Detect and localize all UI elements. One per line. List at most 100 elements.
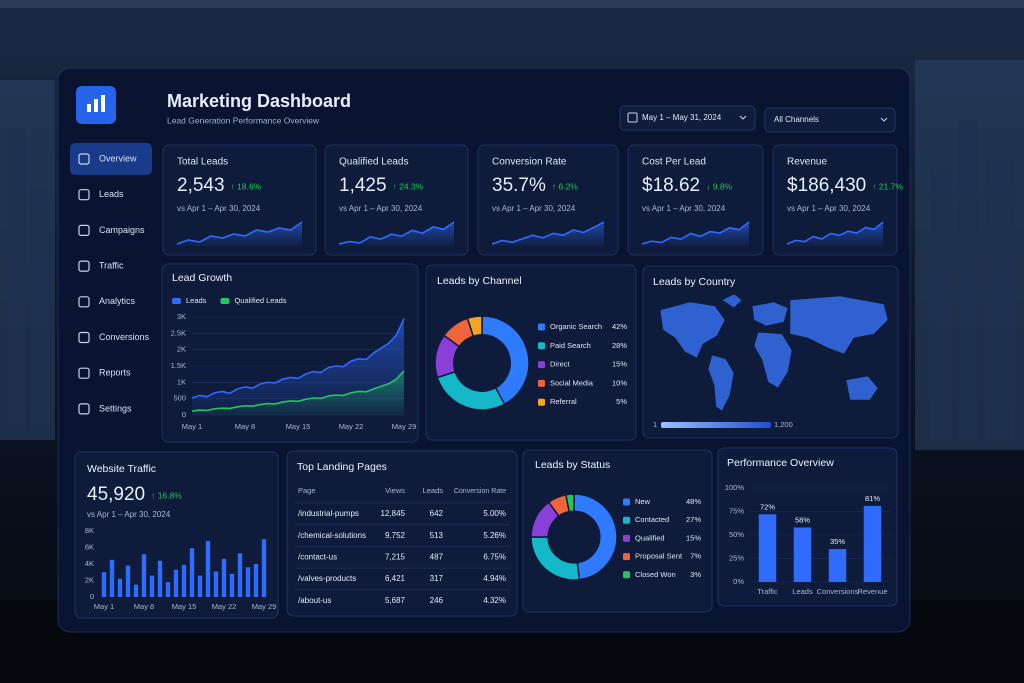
table-cell: /industrial-pumps <box>298 509 359 518</box>
line <box>191 318 405 399</box>
sparkline <box>786 221 884 245</box>
kpi-change: ↑ 6.2% <box>552 181 578 191</box>
line-area <box>192 318 404 415</box>
bar <box>213 571 219 597</box>
legend-label: Closed Won <box>635 570 676 579</box>
traffic-comparison: vs Apr 1 – Apr 30, 2024 <box>87 510 171 519</box>
kpi-label: Total Leads <box>177 157 228 168</box>
table-header: Page <box>298 486 316 495</box>
table-cell: 7,215 <box>385 553 406 562</box>
panel-title: Website Traffic <box>87 463 156 475</box>
bar <box>253 564 259 597</box>
panel-title: Top Landing Pages <box>297 461 387 473</box>
line-area <box>192 370 404 415</box>
legend-swatch <box>538 398 545 406</box>
bar <box>101 572 107 597</box>
nav-icon <box>78 189 90 201</box>
nav-icon <box>78 260 90 272</box>
bar <box>149 575 155 597</box>
legend-value: 15% <box>612 360 627 369</box>
chevron <box>739 115 747 120</box>
bar <box>205 540 211 597</box>
kpi-change: ↑ 21.7% <box>872 181 903 191</box>
x-tick-label: May 8 <box>134 602 154 611</box>
bar <box>157 560 163 597</box>
table-cell: 6,421 <box>385 574 406 583</box>
bar <box>133 584 139 597</box>
kpi-label: Conversion Rate <box>492 157 567 168</box>
date-filter-label: May 1 – May 31, 2024 <box>642 113 722 122</box>
map-scale-max: 1,200 <box>774 420 793 429</box>
kpi-label: Qualified Leads <box>339 157 409 168</box>
nav-icon <box>78 367 90 379</box>
bar <box>125 565 131 597</box>
kpi-value: $18.62 <box>642 175 700 196</box>
y-tick-label: 0 <box>90 592 94 601</box>
sparkline-area <box>177 222 302 246</box>
table-cell: 4.32% <box>483 596 506 605</box>
kpi-value: 2,543 <box>177 175 225 196</box>
y-tick-label: 2K <box>85 575 94 584</box>
legend-swatch <box>220 298 230 304</box>
table-cell: 642 <box>430 509 444 518</box>
x-tick-label: Conversions <box>817 587 859 596</box>
traffic-change: ↑ 16.8% <box>151 490 182 500</box>
nav-item: Analytics <box>99 296 136 306</box>
sparkline <box>338 221 455 245</box>
x-tick-label: May 1 <box>94 602 114 611</box>
bar-value-label: 58% <box>795 515 810 524</box>
legend-swatch <box>623 553 630 561</box>
table-cell: 4.94% <box>483 574 506 583</box>
y-tick-label: 25% <box>729 553 744 562</box>
nav-icon <box>78 296 90 308</box>
channel-filter-label: All Channels <box>774 115 819 124</box>
bar <box>197 575 203 597</box>
legend-label: Referral <box>550 397 577 406</box>
channel-filter[interactable] <box>764 107 896 133</box>
bar-value-label: 72% <box>760 502 775 511</box>
x-tick-label: Revenue <box>857 587 887 596</box>
y-tick-label: 0% <box>733 577 744 586</box>
bar <box>117 578 123 597</box>
bar <box>237 553 243 597</box>
x-tick-label: May 15 <box>286 422 311 431</box>
bar <box>181 564 187 597</box>
nav-item: Reports <box>99 368 131 378</box>
bar-value-label: 81% <box>865 494 880 503</box>
sparkline-area <box>787 222 883 246</box>
y-tick-label: 75% <box>729 506 744 515</box>
kpi-value: 1,425 <box>339 175 387 196</box>
legend-value: 10% <box>612 378 627 387</box>
sparkline <box>491 221 605 245</box>
legend-label: Leads <box>186 296 207 305</box>
y-tick-label: 100% <box>725 483 745 492</box>
date-filter[interactable] <box>619 105 756 131</box>
y-tick-label: 8K <box>85 526 94 535</box>
bar-value-label: 35% <box>830 537 845 546</box>
table-cell: 5,687 <box>385 596 406 605</box>
legend-label: Paid Search <box>550 341 591 350</box>
legend-label: Proposal Sent <box>635 552 683 561</box>
table-cell: /chemical-solutions <box>298 531 366 540</box>
x-tick-label: May 1 <box>182 422 202 431</box>
table-cell: /contact-us <box>298 553 337 562</box>
panel <box>425 264 637 441</box>
chevron <box>880 117 888 122</box>
legend-value: 5% <box>616 397 627 406</box>
y-tick-label: 500 <box>173 394 186 403</box>
bar <box>165 582 171 597</box>
nav-item: Overview <box>99 153 137 163</box>
legend-swatch <box>538 342 545 350</box>
legend-value: 15% <box>686 533 701 542</box>
legend-swatch <box>538 379 545 387</box>
kpi-comparison: vs Apr 1 – Apr 30, 2024 <box>787 204 871 213</box>
dashboard-subtitle: Lead Generation Performance Overview <box>167 115 320 125</box>
bar <box>245 567 251 597</box>
sparkline-area <box>339 222 454 246</box>
bar <box>229 573 235 597</box>
donut-segment <box>466 315 483 338</box>
legend-label: Contacted <box>635 515 669 524</box>
bar <box>261 539 267 597</box>
table-header: Conversion Rate <box>454 488 506 495</box>
